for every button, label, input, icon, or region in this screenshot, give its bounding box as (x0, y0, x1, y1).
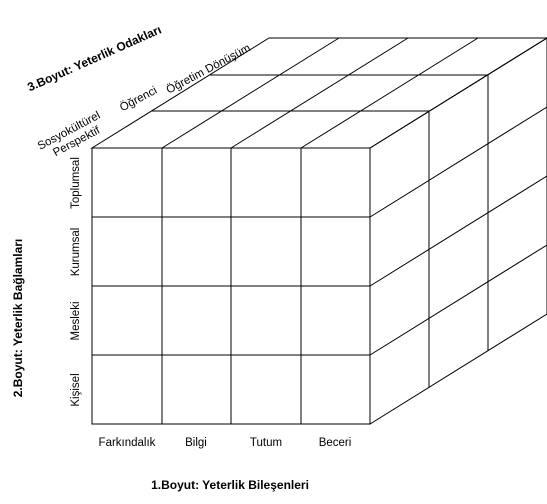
side-face-border (369, 37, 547, 425)
y-axis-labels: Toplumsal Kurumsal Mesleki Kişisel (70, 157, 82, 407)
y-axis-title: 2.Boyut: Yeterlik Bağlamları (11, 239, 25, 398)
top-recede-line-3 (300, 37, 479, 149)
y-label-mesleki: Mesleki (70, 302, 82, 341)
z-axis-labels: Sosyokültürel Perspektif Öğrenci Öğretim… (36, 42, 253, 164)
x-label-farkindalik: Farkındalık (99, 437, 156, 449)
z-label-ogretim-donusum: Öğretim Dönüşüm (165, 42, 253, 96)
top-recede-line-1 (161, 37, 340, 149)
cube-top-face (90, 37, 547, 149)
x-axis-labels: Farkındalık Bilgi Tutum Beceri (99, 437, 352, 449)
side-hline-2 (369, 175, 547, 287)
z-axis-title: 3.Boyut: Yeterlik Odakları (25, 22, 163, 94)
x-label-bilgi: Bilgi (185, 437, 207, 449)
x-label-tutum: Tutum (250, 437, 282, 449)
x-label-beceri: Beceri (319, 437, 352, 449)
z-label-sosyokulturel: Sosyokültürel Perspektif (36, 108, 112, 164)
top-recede-line-2 (230, 37, 409, 149)
y-label-kurumsal: Kurumsal (70, 228, 82, 277)
y-label-toplumsal: Toplumsal (70, 157, 82, 209)
y-label-kisisel: Kişisel (70, 373, 82, 406)
cube-side-face (369, 37, 547, 425)
side-hline-3 (369, 244, 547, 356)
x-axis-title: 1.Boyut: Yeterlik Bileşenleri (151, 478, 309, 492)
cube-front-face (91, 147, 371, 425)
side-hline-1 (369, 106, 547, 218)
